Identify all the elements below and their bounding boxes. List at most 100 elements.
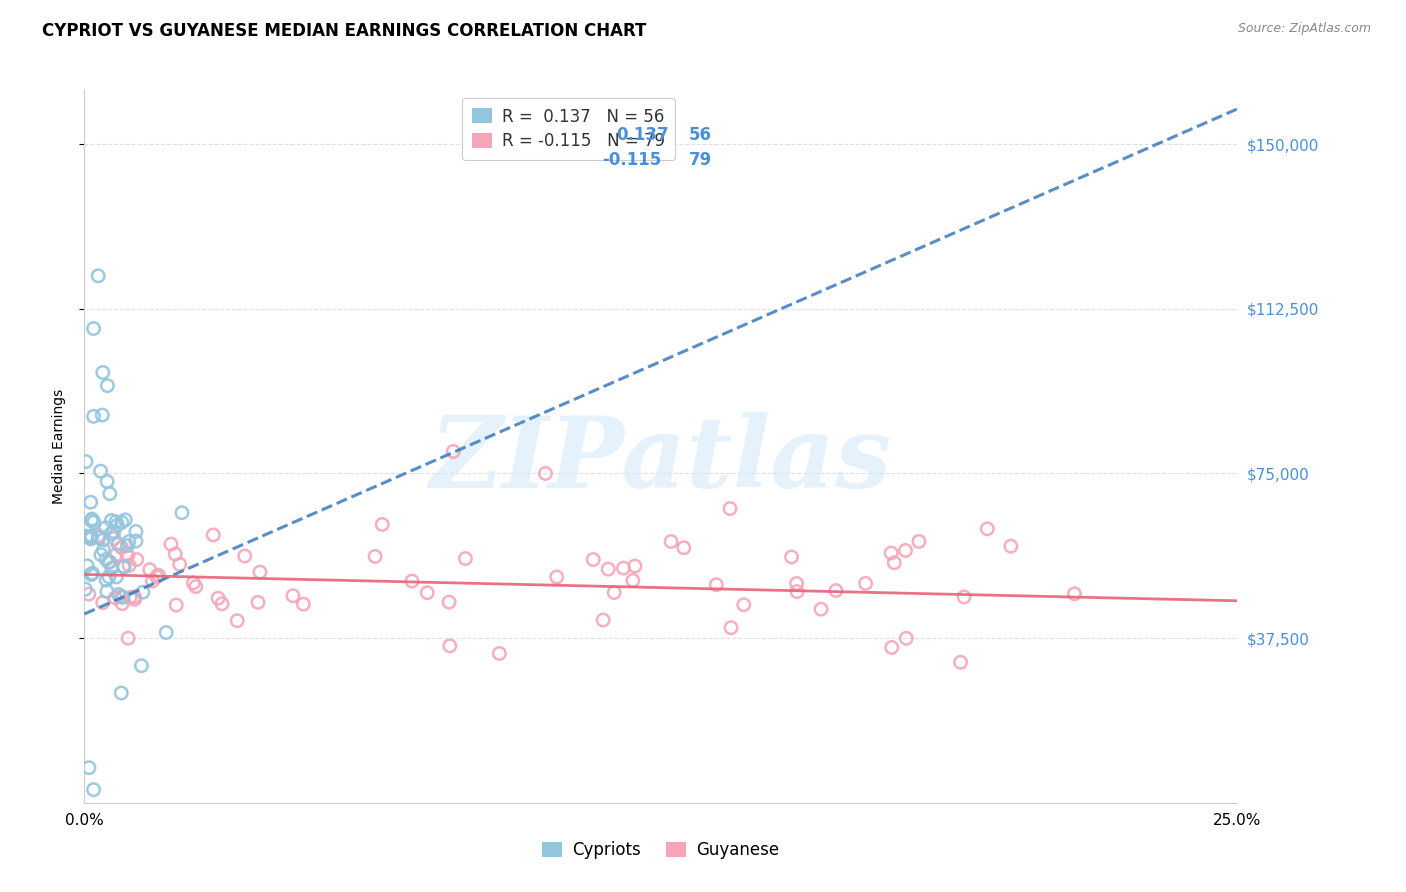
Point [100, 526, 122, 541]
Point [94, 552, 117, 566]
Point [211, 597, 233, 611]
Point [894, 543, 917, 558]
Point [1000, 539, 1022, 553]
Point [117, 539, 139, 553]
Point [97, 555, 120, 569]
Point [165, 598, 187, 612]
Point [105, 548, 128, 562]
Point [103, 524, 125, 539]
Point [124, 592, 146, 607]
Point [87, 268, 110, 283]
Text: 0.137: 0.137 [616, 127, 669, 145]
Point [949, 655, 972, 669]
Point [896, 632, 918, 646]
Text: Source: ZipAtlas.com: Source: ZipAtlas.com [1237, 22, 1371, 36]
Point [75, 454, 97, 468]
Point [90, 548, 112, 562]
Point [825, 583, 848, 598]
Point [82, 566, 104, 581]
Point [169, 558, 191, 572]
Point [132, 585, 155, 599]
Point [125, 524, 148, 539]
Point [80, 512, 103, 526]
Point [80, 567, 103, 582]
Point [115, 547, 138, 561]
Point [659, 534, 682, 549]
Text: -0.115: -0.115 [602, 152, 662, 169]
Point [83, 782, 105, 797]
Point [91, 596, 114, 610]
Point [160, 537, 183, 551]
Point [582, 552, 605, 566]
Point [704, 578, 727, 592]
Text: 56: 56 [689, 127, 711, 145]
Point [292, 597, 315, 611]
Point [83, 515, 105, 529]
Point [247, 595, 270, 609]
Point [1063, 587, 1085, 601]
Point [281, 589, 304, 603]
Point [91, 366, 114, 380]
Point [416, 585, 439, 599]
Text: 79: 79 [689, 152, 711, 169]
Point [672, 541, 695, 555]
Point [107, 587, 129, 601]
Point [96, 378, 118, 392]
Point [110, 686, 132, 700]
Point [98, 486, 121, 500]
Point [534, 467, 557, 481]
Point [125, 552, 148, 566]
Point [124, 590, 146, 604]
Point [883, 556, 905, 570]
Point [976, 522, 998, 536]
Point [79, 531, 101, 545]
Point [98, 555, 121, 569]
Point [114, 513, 136, 527]
Point [720, 621, 742, 635]
Point [75, 582, 97, 596]
Point [131, 658, 153, 673]
Point [87, 528, 110, 542]
Point [908, 534, 931, 549]
Point [118, 558, 141, 573]
Point [93, 543, 115, 558]
Point [77, 761, 100, 775]
Point [488, 647, 510, 661]
Point [786, 584, 808, 599]
Point [880, 546, 903, 560]
Point [83, 321, 105, 335]
Point [125, 534, 148, 549]
Point [107, 537, 129, 551]
Point [624, 559, 647, 574]
Point [118, 534, 141, 549]
Point [83, 409, 105, 424]
Point [592, 613, 614, 627]
Point [98, 570, 121, 584]
Point [87, 531, 110, 545]
Point [100, 513, 122, 527]
Point [112, 559, 135, 574]
Point [117, 549, 139, 564]
Point [112, 591, 135, 605]
Point [104, 591, 127, 605]
Legend: Cypriots, Guyanese: Cypriots, Guyanese [536, 835, 786, 866]
Point [371, 517, 394, 532]
Point [141, 574, 163, 588]
Point [810, 602, 832, 616]
Point [111, 597, 134, 611]
Point [207, 591, 229, 606]
Point [183, 575, 205, 590]
Point [76, 558, 98, 573]
Point [91, 408, 114, 422]
Text: CYPRIOT VS GUYANESE MEDIAN EARNINGS CORRELATION CHART: CYPRIOT VS GUYANESE MEDIAN EARNINGS CORR… [42, 22, 647, 40]
Point [441, 444, 464, 458]
Point [100, 561, 122, 575]
Y-axis label: Median Earnings: Median Earnings [52, 388, 66, 504]
Point [80, 514, 103, 528]
Point [880, 640, 903, 655]
Point [104, 515, 127, 529]
Point [165, 547, 187, 561]
Point [77, 587, 100, 601]
Point [148, 568, 170, 582]
Point [90, 464, 112, 478]
